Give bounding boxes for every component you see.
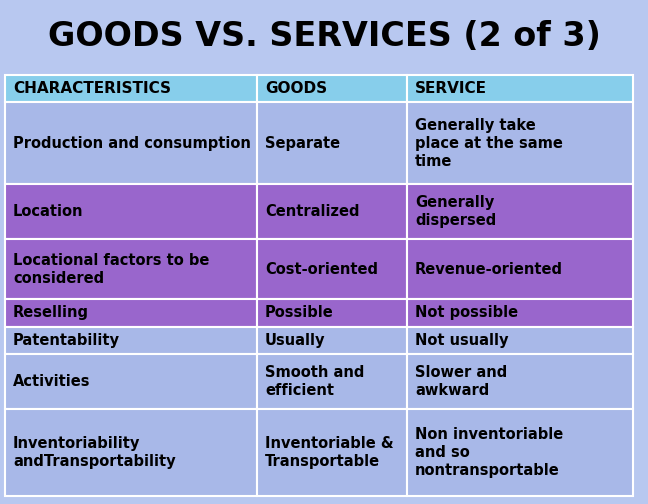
Text: Location: Location <box>13 204 84 219</box>
FancyBboxPatch shape <box>407 102 634 184</box>
FancyBboxPatch shape <box>5 327 257 354</box>
Text: Generally take
place at the same
time: Generally take place at the same time <box>415 118 563 169</box>
Text: Not usually: Not usually <box>415 333 509 348</box>
Text: Possible: Possible <box>265 305 334 321</box>
Text: CHARACTERISTICS: CHARACTERISTICS <box>13 81 171 96</box>
Text: Cost-oriented: Cost-oriented <box>265 262 378 277</box>
Text: Inventoriable &
Transportable: Inventoriable & Transportable <box>265 436 393 469</box>
Text: Slower and
awkward: Slower and awkward <box>415 365 507 398</box>
FancyBboxPatch shape <box>5 75 257 102</box>
Text: Activities: Activities <box>13 373 91 389</box>
FancyBboxPatch shape <box>257 299 407 327</box>
Text: Inventoriability
andTransportability: Inventoriability andTransportability <box>13 436 176 469</box>
FancyBboxPatch shape <box>407 409 634 496</box>
Text: Locational factors to be
considered: Locational factors to be considered <box>13 253 209 286</box>
Text: Usually: Usually <box>265 333 325 348</box>
FancyBboxPatch shape <box>5 409 257 496</box>
FancyBboxPatch shape <box>407 299 634 327</box>
Text: GOODS VS. SERVICES (2 of 3): GOODS VS. SERVICES (2 of 3) <box>47 20 601 53</box>
Text: SERVICE: SERVICE <box>415 81 487 96</box>
Text: Patentability: Patentability <box>13 333 120 348</box>
Text: Centralized: Centralized <box>265 204 360 219</box>
Text: Not possible: Not possible <box>415 305 518 321</box>
FancyBboxPatch shape <box>257 102 407 184</box>
Text: Revenue-oriented: Revenue-oriented <box>415 262 563 277</box>
FancyBboxPatch shape <box>407 184 634 239</box>
FancyBboxPatch shape <box>257 327 407 354</box>
FancyBboxPatch shape <box>5 299 257 327</box>
FancyBboxPatch shape <box>407 354 634 409</box>
Text: Separate: Separate <box>265 136 340 151</box>
FancyBboxPatch shape <box>5 239 257 299</box>
Text: Smooth and
efficient: Smooth and efficient <box>265 365 364 398</box>
FancyBboxPatch shape <box>407 327 634 354</box>
FancyBboxPatch shape <box>5 354 257 409</box>
FancyBboxPatch shape <box>5 184 257 239</box>
FancyBboxPatch shape <box>257 409 407 496</box>
Text: GOODS: GOODS <box>265 81 327 96</box>
FancyBboxPatch shape <box>257 184 407 239</box>
FancyBboxPatch shape <box>407 239 634 299</box>
FancyBboxPatch shape <box>257 354 407 409</box>
FancyBboxPatch shape <box>257 239 407 299</box>
Text: Non inventoriable
and so
nontransportable: Non inventoriable and so nontransportabl… <box>415 427 563 478</box>
FancyBboxPatch shape <box>257 75 407 102</box>
Text: Production and consumption: Production and consumption <box>13 136 251 151</box>
FancyBboxPatch shape <box>407 75 634 102</box>
FancyBboxPatch shape <box>5 102 257 184</box>
Text: Generally
dispersed: Generally dispersed <box>415 195 496 228</box>
Text: Reselling: Reselling <box>13 305 89 321</box>
